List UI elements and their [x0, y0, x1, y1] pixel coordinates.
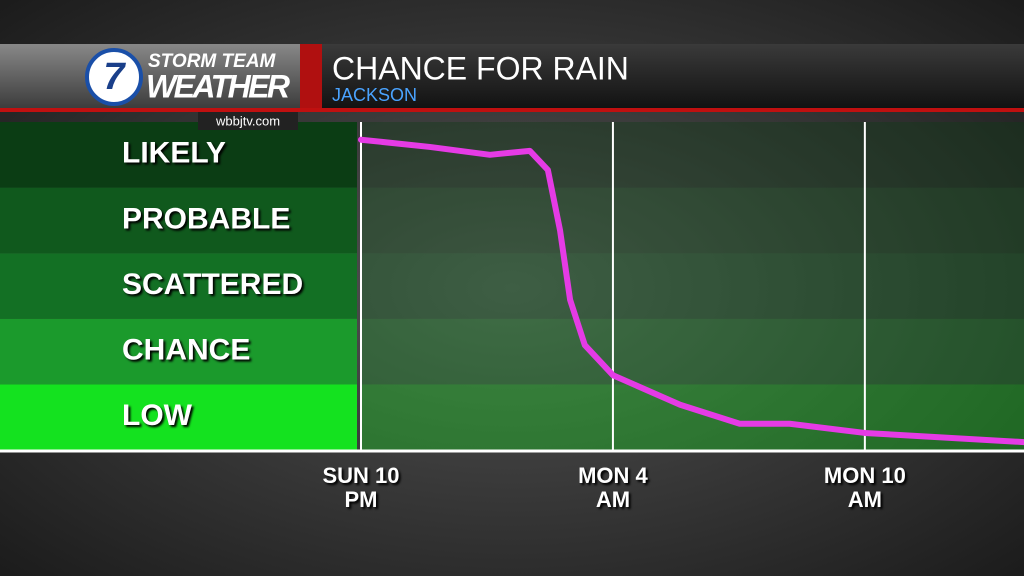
x-tick-label: SUN 10 PM	[322, 463, 400, 512]
band-label-bg	[0, 187, 357, 254]
website: wbbjtv.com	[215, 113, 280, 128]
y-tick-label: LOW	[122, 399, 193, 432]
y-tick-label: SCATTERED	[122, 268, 303, 301]
band-plot-bg	[361, 384, 1024, 450]
logo-panel	[0, 44, 300, 110]
band-plot-bg	[361, 318, 1024, 385]
y-tick-label: LIKELY	[122, 137, 226, 170]
chart-title: CHANCE FOR RAIN	[332, 50, 629, 86]
band-label-bg	[0, 122, 357, 188]
logo-number: 7	[103, 56, 126, 98]
band-plot-bg	[361, 122, 1024, 188]
chart-subtitle: JACKSON	[332, 85, 417, 105]
band-label-bg	[0, 318, 357, 385]
brand-line1: STORM TEAM	[148, 51, 277, 72]
x-tick-label: MON 4 AM	[578, 463, 648, 512]
rain-line	[358, 136, 1024, 446]
y-tick-label: PROBABLE	[122, 202, 290, 235]
brand-line2: WEATHER	[146, 68, 290, 104]
header-rule	[0, 108, 1024, 112]
y-tick-label: CHANCE	[122, 334, 250, 367]
band-plot-bg	[361, 187, 1024, 254]
website-box	[198, 112, 298, 130]
band-label-bg	[0, 253, 357, 319]
band-label-bg	[0, 384, 357, 450]
logo-circle	[85, 48, 143, 106]
x-tick-label: MON 10 AM	[823, 463, 906, 512]
header-divider	[300, 44, 322, 110]
band-plot-bg	[361, 253, 1024, 319]
